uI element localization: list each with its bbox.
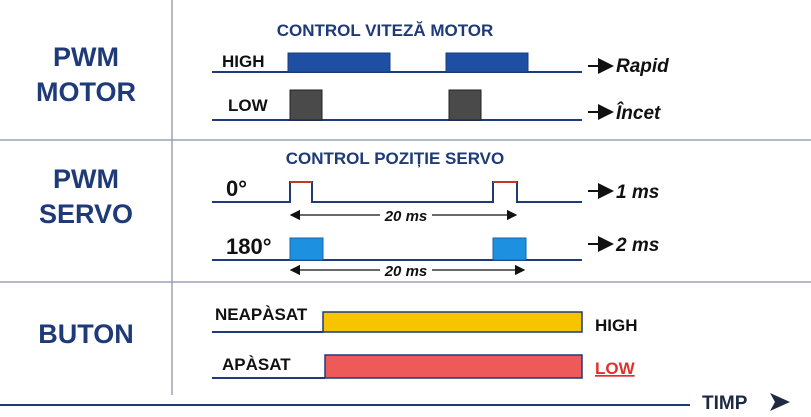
row-result: Încet [616,102,661,124]
label-bg [380,262,432,278]
pulse [448,89,482,121]
signal [212,181,582,203]
row-result: Rapid [616,56,669,77]
row-result: 1 ms [616,182,659,203]
axis-arrow [770,393,790,411]
row-label: APÀSAT [222,355,291,374]
section-title: CONTROL POZIȚIE SERVO [286,149,505,168]
pulse [289,89,323,121]
period-label: 20 ms [384,208,428,225]
row-label: 180° [226,234,272,259]
section-label: PWM [53,164,119,194]
level-bar [322,311,583,333]
row-label: NEAPÀSAT [215,305,308,324]
row-label: 0° [226,176,247,201]
row-result: HIGH [595,316,638,335]
row-label: LOW [228,96,269,115]
row-result: LOW [595,359,636,378]
level-bar [324,354,583,379]
pulse [445,52,529,73]
section-title: CONTROL VITEZĂ MOTOR [277,21,494,40]
row-label: HIGH [222,52,265,71]
period-label: 20 ms [384,263,428,280]
pulse [289,237,324,261]
section-label: SERVO [39,199,133,229]
pulse [287,52,391,73]
pulse [492,237,527,261]
section-label: PWM [53,42,119,72]
label-bg [380,207,432,223]
row-result: 2 ms [615,235,659,256]
axis-label: TIMP [702,393,748,414]
section-label: MOTOR [36,77,136,107]
section-label: BUTON [38,319,134,349]
